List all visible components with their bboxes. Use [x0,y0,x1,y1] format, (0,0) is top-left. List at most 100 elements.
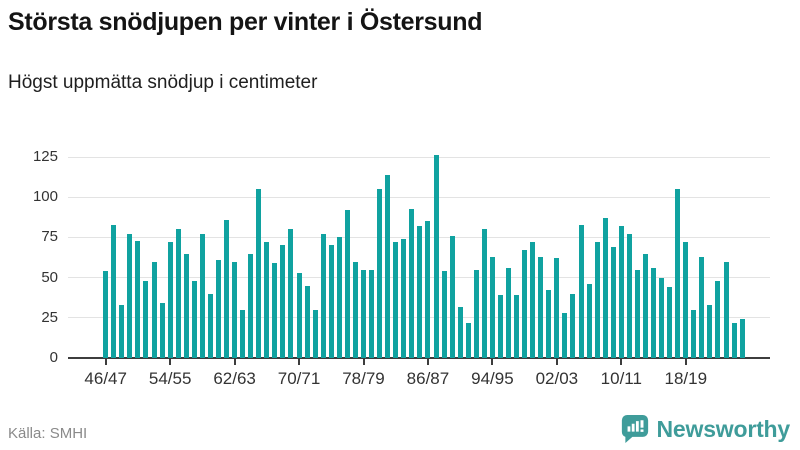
chart-subtitle: Högst uppmätta snödjup i centimeter [8,72,318,93]
bar-20/21 [699,256,705,358]
plot-area: 46/47 54/55 62/63 70/71 78/79 86/87 94/95 02/03… [68,149,770,388]
bar-91/92 [465,322,471,358]
x-tick-label: 94/95 [471,369,514,388]
bar-87/88 [433,155,439,358]
x-tick-mark [298,358,301,365]
bar-46/47 [103,271,109,358]
x-tick-label: 70/71 [277,369,321,388]
bar-84/85 [409,208,415,358]
bar-77/78 [352,261,358,358]
bar-chart: 0 25 50 75 100 125 46/47 54/55 62/63 70/71 78/79 8… [0,148,770,388]
bar-97/98 [514,295,520,358]
x-tick-label: 62/63 [213,369,256,388]
bar-64/65 [248,253,254,358]
y-tick-label: 25 [41,308,58,326]
bar-15/16 [659,277,665,358]
bar-74/75 [328,245,334,358]
bar-24/25 [731,322,737,358]
bar-82/83 [393,242,399,358]
x-tick-label: 78/79 [342,369,385,388]
x-tick-label: 10/11 [600,369,642,388]
x-tick-label: 86/87 [406,369,450,388]
bar-68/69 [280,245,286,358]
gridline [68,196,770,198]
bar-47/48 [111,224,117,358]
bar-79/80 [369,269,375,358]
bar-18/19 [683,242,689,358]
newsworthy-logo: Newsworthy [621,414,790,444]
bar-17/18 [675,189,681,358]
x-tick-mark [491,358,494,365]
bar-55/56 [175,229,181,358]
bar-04/05 [570,293,576,358]
bar-21/22 [707,304,713,358]
bar-25/26 [739,319,745,358]
bar-95/96 [497,295,503,358]
bar-54/55 [167,242,173,358]
bar-22/23 [715,280,721,358]
bar-76/77 [344,210,350,358]
bar-86/87 [425,221,431,358]
bar-89/90 [449,235,455,358]
x-tick-mark [233,358,236,365]
bar-90/91 [457,306,463,358]
bar-75/76 [336,237,342,358]
x-tick-mark [104,358,107,365]
bar-08/09 [602,218,608,358]
x-tick-mark [555,358,558,365]
bar-00/01 [538,256,544,358]
bar-07/08 [594,242,600,358]
x-tick-mark [620,358,623,365]
bar-70/71 [296,272,302,358]
gridline [68,156,770,158]
x-tick-mark [362,358,365,365]
bar-65/66 [256,189,262,358]
y-tick-label: 100 [32,188,58,206]
bar-58/59 [199,234,205,358]
source-note: Källa: SMHI [8,425,88,442]
newsworthy-bubble-chart-icon [621,414,649,444]
x-tick-mark [684,358,687,365]
y-tick-label: 50 [41,268,58,286]
bar-19/20 [691,309,697,358]
bar-66/67 [264,242,270,358]
bar-02/03 [554,258,560,358]
bar-63/64 [240,309,246,358]
bar-81/82 [385,174,391,358]
bar-80/81 [377,189,383,358]
bar-60/61 [215,259,221,358]
bar-05/06 [578,224,584,358]
y-axis-labels: 0 25 50 75 100 125 [0,148,58,366]
bar-11/12 [626,234,632,358]
bar-09/10 [610,247,616,358]
bar-72/73 [312,309,318,358]
x-tick-mark [426,358,429,365]
bar-12/13 [634,269,640,358]
bar-98/99 [522,250,528,358]
bar-93/94 [481,229,487,358]
bar-50/51 [135,240,141,358]
y-tick-label: 0 [49,349,58,366]
bar-85/86 [417,226,423,358]
newsworthy-wordmark: Newsworthy [656,415,791,442]
bar-56/57 [183,253,189,358]
bar-83/84 [401,239,407,358]
x-axis-line [68,357,770,359]
bar-67/68 [272,263,278,358]
bar-59/60 [207,293,213,358]
x-tick-label: 46/47 [84,369,127,388]
x-tick-label: 54/55 [148,369,192,388]
bar-92/93 [473,269,479,358]
bar-16/17 [667,287,673,358]
bar-61/62 [224,219,230,358]
bar-62/63 [232,261,238,358]
bar-57/58 [191,280,197,358]
y-tick-label: 75 [41,228,58,246]
bar-14/15 [651,267,657,358]
bar-96/97 [506,267,512,358]
x-tick-mark [169,358,172,365]
bar-51/52 [143,280,149,358]
bar-01/02 [546,290,552,358]
bar-10/11 [618,226,624,358]
bar-69/70 [288,229,294,358]
